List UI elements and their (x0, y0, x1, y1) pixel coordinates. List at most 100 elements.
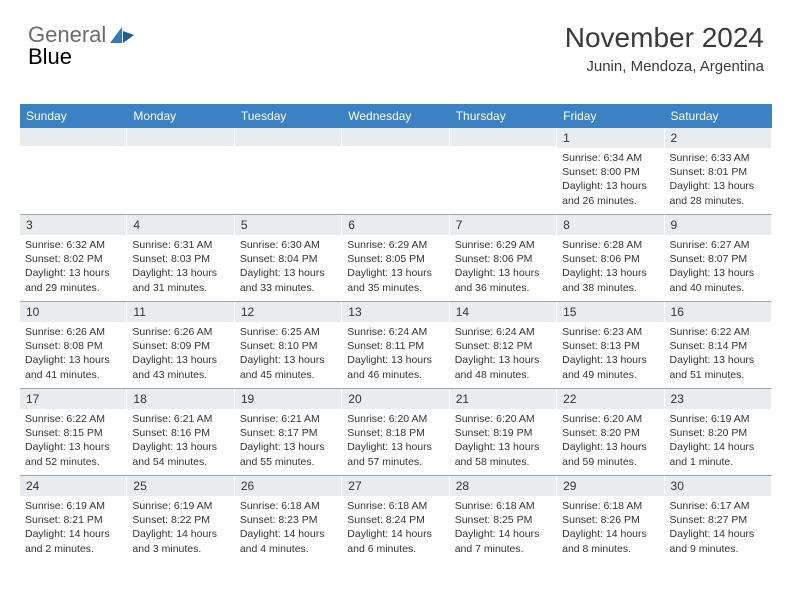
day-number: 25 (127, 476, 233, 496)
day-number (20, 128, 126, 146)
daylight-line: Daylight: 13 hours and 52 minutes. (25, 440, 121, 468)
sunrise-line: Sunrise: 6:18 AM (455, 499, 551, 513)
day-number: 29 (557, 476, 663, 496)
calendar-cell: 18Sunrise: 6:21 AMSunset: 8:16 PMDayligh… (127, 389, 234, 475)
sunset-line: Sunset: 8:27 PM (670, 513, 766, 527)
calendar-cell: 20Sunrise: 6:20 AMSunset: 8:18 PMDayligh… (342, 389, 449, 475)
day-body: Sunrise: 6:24 AMSunset: 8:11 PMDaylight:… (342, 322, 448, 387)
sunrise-line: Sunrise: 6:28 AM (562, 238, 658, 252)
sunset-line: Sunset: 8:20 PM (562, 426, 658, 440)
dow-header: Saturday (665, 104, 772, 128)
calendar-cell: 4Sunrise: 6:31 AMSunset: 8:03 PMDaylight… (127, 215, 234, 301)
daylight-line: Daylight: 13 hours and 40 minutes. (670, 266, 766, 294)
calendar-cell: 2Sunrise: 6:33 AMSunset: 8:01 PMDaylight… (665, 128, 772, 214)
daylight-line: Daylight: 14 hours and 9 minutes. (670, 527, 766, 555)
day-number: 26 (235, 476, 341, 496)
calendar-cell: 1Sunrise: 6:34 AMSunset: 8:00 PMDaylight… (557, 128, 664, 214)
sunset-line: Sunset: 8:03 PM (132, 252, 228, 266)
calendar-cell: 23Sunrise: 6:19 AMSunset: 8:20 PMDayligh… (665, 389, 772, 475)
day-body: Sunrise: 6:19 AMSunset: 8:22 PMDaylight:… (127, 496, 233, 561)
dow-header: Tuesday (235, 104, 342, 128)
calendar-cell: 11Sunrise: 6:26 AMSunset: 8:09 PMDayligh… (127, 302, 234, 388)
daylight-line: Daylight: 13 hours and 55 minutes. (240, 440, 336, 468)
calendar-cell: 26Sunrise: 6:18 AMSunset: 8:23 PMDayligh… (235, 476, 342, 562)
sunrise-line: Sunrise: 6:21 AM (132, 412, 228, 426)
sunset-line: Sunset: 8:12 PM (455, 339, 551, 353)
day-number: 1 (557, 128, 663, 148)
day-number: 16 (665, 302, 771, 322)
calendar-week: 10Sunrise: 6:26 AMSunset: 8:08 PMDayligh… (20, 301, 772, 388)
day-number: 10 (20, 302, 126, 322)
sunset-line: Sunset: 8:25 PM (455, 513, 551, 527)
daylight-line: Daylight: 13 hours and 29 minutes. (25, 266, 121, 294)
day-number: 18 (127, 389, 233, 409)
sunrise-line: Sunrise: 6:31 AM (132, 238, 228, 252)
location-text: Junin, Mendoza, Argentina (565, 58, 764, 75)
day-body (450, 146, 556, 154)
daylight-line: Daylight: 14 hours and 2 minutes. (25, 527, 121, 555)
day-body: Sunrise: 6:20 AMSunset: 8:20 PMDaylight:… (557, 409, 663, 474)
calendar-cell (342, 128, 449, 214)
calendar-cell: 9Sunrise: 6:27 AMSunset: 8:07 PMDaylight… (665, 215, 772, 301)
calendar-cell (235, 128, 342, 214)
daylight-line: Daylight: 14 hours and 4 minutes. (240, 527, 336, 555)
day-body: Sunrise: 6:19 AMSunset: 8:20 PMDaylight:… (665, 409, 771, 474)
brand-part2-wrap: Blue (28, 44, 72, 70)
sunrise-line: Sunrise: 6:19 AM (670, 412, 766, 426)
calendar-cell: 7Sunrise: 6:29 AMSunset: 8:06 PMDaylight… (450, 215, 557, 301)
sunset-line: Sunset: 8:21 PM (25, 513, 121, 527)
sunset-line: Sunset: 8:02 PM (25, 252, 121, 266)
day-body: Sunrise: 6:22 AMSunset: 8:14 PMDaylight:… (665, 322, 771, 387)
sunset-line: Sunset: 8:13 PM (562, 339, 658, 353)
sunset-line: Sunset: 8:01 PM (670, 165, 766, 179)
day-body: Sunrise: 6:21 AMSunset: 8:16 PMDaylight:… (127, 409, 233, 474)
day-number: 11 (127, 302, 233, 322)
calendar: SundayMondayTuesdayWednesdayThursdayFrid… (20, 104, 772, 562)
sunset-line: Sunset: 8:11 PM (347, 339, 443, 353)
sunset-line: Sunset: 8:14 PM (670, 339, 766, 353)
day-number: 14 (450, 302, 556, 322)
sunset-line: Sunset: 8:04 PM (240, 252, 336, 266)
calendar-cell: 25Sunrise: 6:19 AMSunset: 8:22 PMDayligh… (127, 476, 234, 562)
calendar-cell (450, 128, 557, 214)
sunset-line: Sunset: 8:24 PM (347, 513, 443, 527)
daylight-line: Daylight: 13 hours and 41 minutes. (25, 353, 121, 381)
daylight-line: Daylight: 14 hours and 3 minutes. (132, 527, 228, 555)
sunset-line: Sunset: 8:26 PM (562, 513, 658, 527)
sunrise-line: Sunrise: 6:25 AM (240, 325, 336, 339)
day-number (235, 128, 341, 146)
sunrise-line: Sunrise: 6:27 AM (670, 238, 766, 252)
sunset-line: Sunset: 8:08 PM (25, 339, 121, 353)
sunset-line: Sunset: 8:07 PM (670, 252, 766, 266)
day-number (450, 128, 556, 146)
daylight-line: Daylight: 14 hours and 8 minutes. (562, 527, 658, 555)
day-body: Sunrise: 6:23 AMSunset: 8:13 PMDaylight:… (557, 322, 663, 387)
calendar-cell: 3Sunrise: 6:32 AMSunset: 8:02 PMDaylight… (20, 215, 127, 301)
sunrise-line: Sunrise: 6:22 AM (25, 412, 121, 426)
brand-sail-icon (108, 25, 136, 45)
day-number: 6 (342, 215, 448, 235)
calendar-cell: 10Sunrise: 6:26 AMSunset: 8:08 PMDayligh… (20, 302, 127, 388)
day-body: Sunrise: 6:19 AMSunset: 8:21 PMDaylight:… (20, 496, 126, 561)
sunrise-line: Sunrise: 6:23 AM (562, 325, 658, 339)
calendar-cell: 21Sunrise: 6:20 AMSunset: 8:19 PMDayligh… (450, 389, 557, 475)
sunrise-line: Sunrise: 6:20 AM (347, 412, 443, 426)
calendar-cell (127, 128, 234, 214)
sunrise-line: Sunrise: 6:24 AM (347, 325, 443, 339)
calendar-cell: 19Sunrise: 6:21 AMSunset: 8:17 PMDayligh… (235, 389, 342, 475)
sunset-line: Sunset: 8:09 PM (132, 339, 228, 353)
day-body (127, 146, 233, 154)
sunrise-line: Sunrise: 6:33 AM (670, 151, 766, 165)
daylight-line: Daylight: 13 hours and 31 minutes. (132, 266, 228, 294)
calendar-cell: 16Sunrise: 6:22 AMSunset: 8:14 PMDayligh… (665, 302, 772, 388)
daylight-line: Daylight: 13 hours and 28 minutes. (670, 179, 766, 207)
day-number: 21 (450, 389, 556, 409)
sunrise-line: Sunrise: 6:24 AM (455, 325, 551, 339)
day-number: 20 (342, 389, 448, 409)
daylight-line: Daylight: 13 hours and 51 minutes. (670, 353, 766, 381)
sunset-line: Sunset: 8:06 PM (562, 252, 658, 266)
daylight-line: Daylight: 13 hours and 36 minutes. (455, 266, 551, 294)
dow-header: Monday (127, 104, 234, 128)
day-number: 24 (20, 476, 126, 496)
day-number: 22 (557, 389, 663, 409)
